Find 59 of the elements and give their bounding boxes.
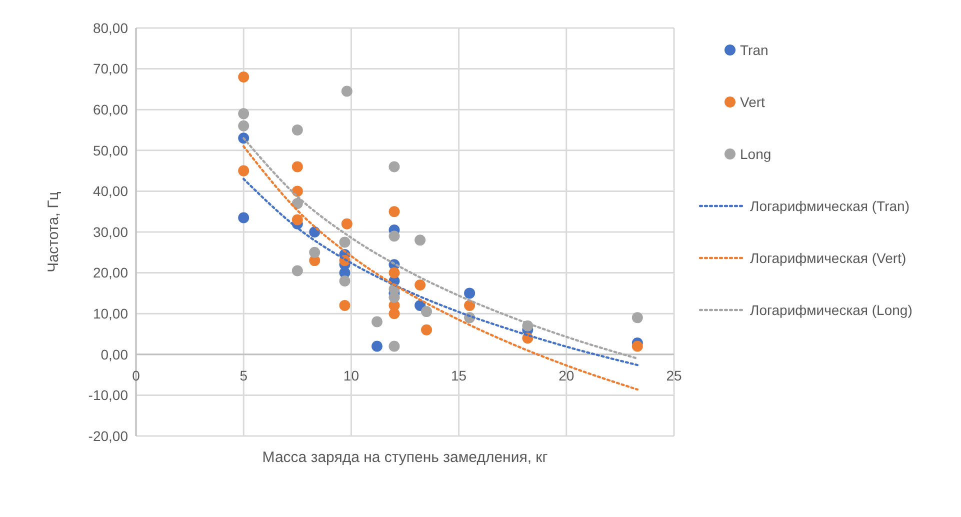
point xyxy=(632,340,643,352)
point xyxy=(632,312,643,324)
y-tick-label: 70,00 xyxy=(92,60,128,77)
legend-label: Tran xyxy=(740,42,768,58)
y-tick-label: 20,00 xyxy=(92,264,128,281)
point xyxy=(414,234,426,246)
point xyxy=(292,265,303,276)
point xyxy=(292,124,303,136)
point xyxy=(339,300,350,311)
line-series xyxy=(242,178,639,366)
legend-label: Vert xyxy=(740,94,766,110)
x-tick-label: 20 xyxy=(558,367,574,384)
point xyxy=(388,340,400,352)
y-tick-label: 60,00 xyxy=(92,102,128,118)
y-axis-title: Частота, Гц xyxy=(45,191,62,272)
y-tick-label: 30,00 xyxy=(92,224,128,240)
point xyxy=(464,288,476,299)
point xyxy=(339,275,350,286)
point xyxy=(341,218,352,230)
point xyxy=(372,316,383,328)
point xyxy=(421,306,432,318)
y-tick-label: 40,00 xyxy=(92,183,128,200)
y-tick-label: -20,00 xyxy=(88,428,128,444)
legend-label: Логарифмическая (Tran) xyxy=(750,198,910,214)
point xyxy=(339,236,350,248)
point xyxy=(388,206,400,218)
point xyxy=(238,108,250,120)
point xyxy=(238,71,250,82)
y-tick-label: 0,00 xyxy=(100,346,128,362)
point xyxy=(421,324,432,336)
y-tick-label: 80,00 xyxy=(92,20,128,36)
point xyxy=(388,267,400,278)
point xyxy=(372,340,383,352)
line-series xyxy=(242,145,639,391)
y-tick-label: 50,00 xyxy=(92,142,128,158)
y-tick-label: -10,00 xyxy=(88,387,128,404)
point xyxy=(292,161,303,172)
legend-label: Логарифмическая (Vert) xyxy=(750,250,906,266)
x-tick-label: 10 xyxy=(343,367,360,384)
point xyxy=(388,292,400,303)
point xyxy=(388,161,400,172)
point xyxy=(238,212,250,224)
point xyxy=(238,165,250,176)
x-tick-label: 5 xyxy=(240,367,248,384)
x-tick-label: 25 xyxy=(666,367,682,384)
point xyxy=(388,230,400,242)
point xyxy=(238,120,250,132)
point xyxy=(341,86,352,97)
legend-label: Логарифмическая (Long) xyxy=(750,302,912,318)
x-axis-title: Масса заряда на ступень замедления, кг xyxy=(262,449,548,466)
point xyxy=(309,246,320,258)
legend-label: Long xyxy=(740,146,772,162)
x-tick-label: 15 xyxy=(451,367,467,384)
point xyxy=(388,308,400,320)
point xyxy=(414,280,426,291)
y-tick-label: 10,00 xyxy=(92,306,128,322)
point xyxy=(464,300,476,311)
point xyxy=(292,214,303,226)
x-tick-label: 0 xyxy=(132,367,140,384)
